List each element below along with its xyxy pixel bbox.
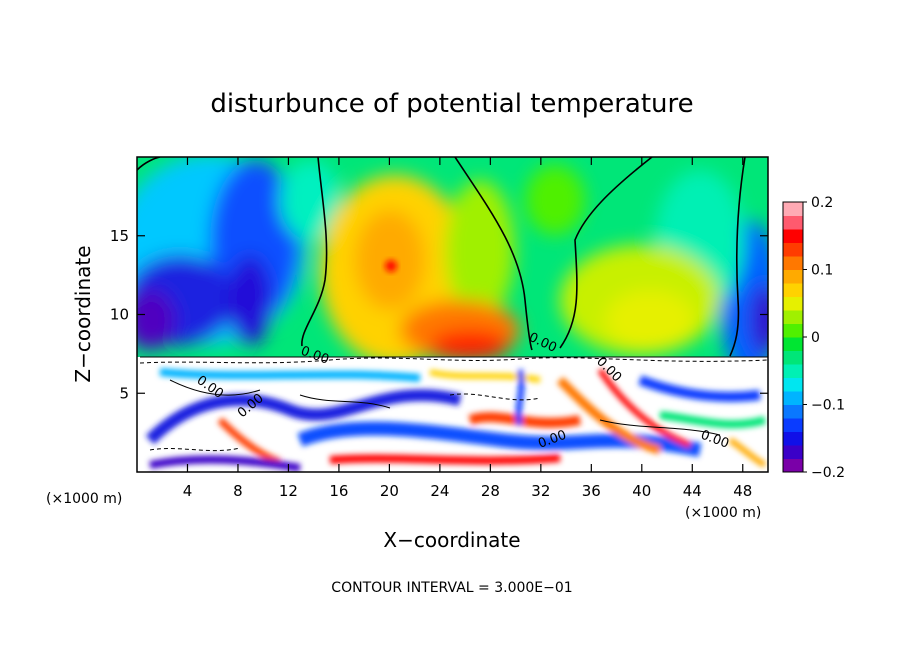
x-tick-label: 4 <box>183 482 193 500</box>
y-axis-label: Z−coordinate <box>71 245 95 382</box>
y-tick-label: 15 <box>110 227 129 245</box>
y-tick-label: 5 <box>119 384 129 402</box>
colorbar-swatch <box>783 256 803 270</box>
colorbar-swatch <box>783 215 803 230</box>
colorbar-tick-label: 0 <box>811 330 820 346</box>
colorbar-swatch <box>783 391 803 405</box>
colorbar-swatch <box>783 283 803 297</box>
x-axis: 4 8 12 16 20 24 28 32 36 40 44 48 <box>183 157 752 500</box>
colorbar-swatch <box>783 431 803 446</box>
x-tick-label: 8 <box>233 482 243 500</box>
colorbar-swatch <box>783 418 803 432</box>
colorbar-swatch <box>783 364 803 378</box>
colorbar-swatch <box>783 202 803 216</box>
x-tick-label: 28 <box>481 482 500 500</box>
colorbar-swatch <box>783 458 803 473</box>
x-tick-label: 32 <box>531 482 550 500</box>
colorbar-swatch <box>783 310 803 324</box>
colorbar-swatch <box>783 337 803 351</box>
colorbar-tick-label: 0.2 <box>811 195 833 211</box>
colorbar-labels: 0.2 0.1 0 −0.1 −0.2 <box>803 195 845 481</box>
colorbar-swatch <box>783 323 803 338</box>
colorbar-swatch <box>783 404 803 419</box>
x-tick-label: 16 <box>329 482 348 500</box>
heatmap-field <box>137 157 768 472</box>
colorbar-tick-label: −0.2 <box>811 465 845 481</box>
colorbar-swatch <box>783 242 803 257</box>
x-tick-label: 12 <box>279 482 298 500</box>
x-unit-left: (×1000 m) <box>46 491 122 507</box>
x-tick-label: 44 <box>683 482 702 500</box>
x-unit-right: (×1000 m) <box>685 505 761 521</box>
colorbar-swatch <box>783 350 803 365</box>
colorbar-swatch <box>783 269 803 284</box>
y-tick-label: 10 <box>110 306 129 324</box>
colorbar-swatch <box>783 445 803 459</box>
y-axis: 5 10 15 <box>110 227 768 402</box>
colorbar-swatch <box>783 296 803 311</box>
colorbar-swatch <box>783 229 803 243</box>
x-axis-label: X−coordinate <box>383 528 520 552</box>
contour-interval: CONTOUR INTERVAL = 3.000E−01 <box>331 580 572 596</box>
colorbar-swatch <box>783 377 803 392</box>
chart-title: disturbunce of potential temperature <box>210 89 693 119</box>
x-tick-label: 48 <box>733 482 752 500</box>
x-tick-label: 40 <box>632 482 651 500</box>
colorbar-tick-label: −0.1 <box>811 398 845 414</box>
colorbar-tick-label: 0.1 <box>811 263 833 279</box>
x-tick-label: 20 <box>380 482 399 500</box>
colorbar <box>782 201 804 473</box>
x-tick-label: 24 <box>430 482 449 500</box>
x-tick-label: 36 <box>582 482 601 500</box>
